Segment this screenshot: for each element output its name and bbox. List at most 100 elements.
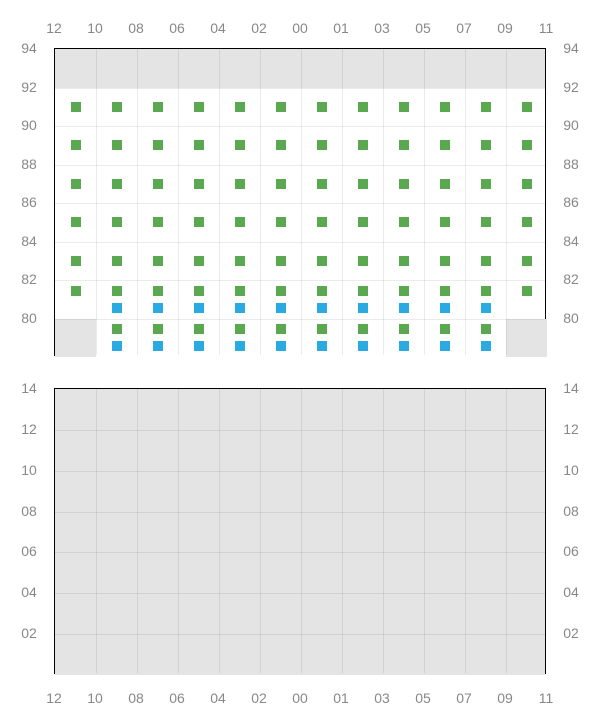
x-tick-label: 01 (326, 20, 356, 36)
marker-green (235, 256, 245, 266)
y-tick-label: 04 (14, 584, 44, 600)
marker-green (276, 140, 286, 150)
marker-green (112, 324, 122, 334)
marker-green (112, 217, 122, 227)
marker-green (276, 102, 286, 112)
grid-line-v (342, 389, 343, 673)
marker-green (112, 179, 122, 189)
marker-blue (317, 341, 327, 351)
y-tick-label: 84 (14, 233, 44, 249)
grid-line-h (55, 319, 545, 320)
grid-row (55, 126, 545, 165)
x-tick-label: 12 (39, 690, 69, 706)
marker-green (235, 140, 245, 150)
grid-row (55, 88, 545, 127)
marker-green (71, 256, 81, 266)
marker-green (235, 179, 245, 189)
y-tick-label: 80 (14, 310, 44, 326)
grid-line-h (55, 88, 545, 89)
grid-line-v (137, 49, 138, 355)
marker-green (153, 256, 163, 266)
marker-green (194, 256, 204, 266)
grid-row (55, 512, 545, 553)
marker-blue (194, 341, 204, 351)
x-tick-label: 06 (162, 20, 192, 36)
y-tick-label: 82 (556, 271, 586, 287)
marker-green (235, 286, 245, 296)
marker-green (112, 256, 122, 266)
grid-row (55, 389, 545, 430)
marker-green (112, 286, 122, 296)
marker-green (399, 102, 409, 112)
x-tick-label: 08 (121, 690, 151, 706)
marker-green (194, 286, 204, 296)
x-tick-label: 10 (80, 20, 110, 36)
marker-green (235, 102, 245, 112)
grid-line-h (55, 634, 545, 635)
grid-row (55, 49, 545, 88)
grid-line-h (55, 593, 545, 594)
marker-green (481, 286, 491, 296)
y-tick-label: 12 (556, 421, 586, 437)
y-tick-label: 88 (14, 156, 44, 172)
marker-green (399, 217, 409, 227)
marker-green (276, 217, 286, 227)
grid-cell-override (506, 319, 547, 358)
marker-green (194, 140, 204, 150)
grid-line-v (424, 49, 425, 355)
y-tick-label: 10 (556, 462, 586, 478)
y-tick-label: 88 (556, 156, 586, 172)
grid-line-v (301, 389, 302, 673)
marker-blue (358, 341, 368, 351)
grid-line-v (137, 389, 138, 673)
y-tick-label: 12 (14, 421, 44, 437)
x-tick-label: 05 (408, 690, 438, 706)
marker-green (194, 217, 204, 227)
marker-green (358, 102, 368, 112)
grid-line-h (55, 471, 545, 472)
marker-green (481, 179, 491, 189)
y-tick-label: 06 (556, 543, 586, 559)
x-tick-label: 03 (367, 690, 397, 706)
marker-blue (358, 303, 368, 313)
grid-row (55, 280, 545, 319)
marker-green (276, 256, 286, 266)
marker-green (153, 286, 163, 296)
grid-line-v (465, 49, 466, 355)
x-tick-label: 11 (531, 690, 561, 706)
marker-blue (235, 341, 245, 351)
x-tick-label: 09 (490, 690, 520, 706)
marker-blue (235, 303, 245, 313)
marker-green (112, 102, 122, 112)
marker-green (522, 102, 532, 112)
marker-green (440, 140, 450, 150)
grid-row (55, 593, 545, 634)
y-tick-label: 80 (556, 310, 586, 326)
grid-line-h (55, 165, 545, 166)
marker-green (276, 324, 286, 334)
x-tick-label: 06 (162, 690, 192, 706)
grid-line-v (342, 49, 343, 355)
grid-row (55, 552, 545, 593)
grid-cell-override (55, 319, 96, 358)
y-tick-label: 08 (556, 503, 586, 519)
marker-green (317, 179, 327, 189)
marker-green (317, 140, 327, 150)
grid-line-v (260, 389, 261, 673)
marker-green (153, 324, 163, 334)
x-tick-label: 07 (449, 690, 479, 706)
marker-blue (317, 303, 327, 313)
grid-row (55, 634, 545, 675)
marker-green (440, 217, 450, 227)
x-tick-label: 02 (244, 20, 274, 36)
grid-line-v (506, 389, 507, 673)
marker-green (276, 286, 286, 296)
grid-line-v (219, 49, 220, 355)
x-tick-label: 09 (490, 20, 520, 36)
grid-line-h (55, 280, 545, 281)
marker-blue (276, 303, 286, 313)
marker-blue (399, 341, 409, 351)
grid-row (55, 430, 545, 471)
grid-line-h (55, 512, 545, 513)
grid-row (55, 165, 545, 204)
